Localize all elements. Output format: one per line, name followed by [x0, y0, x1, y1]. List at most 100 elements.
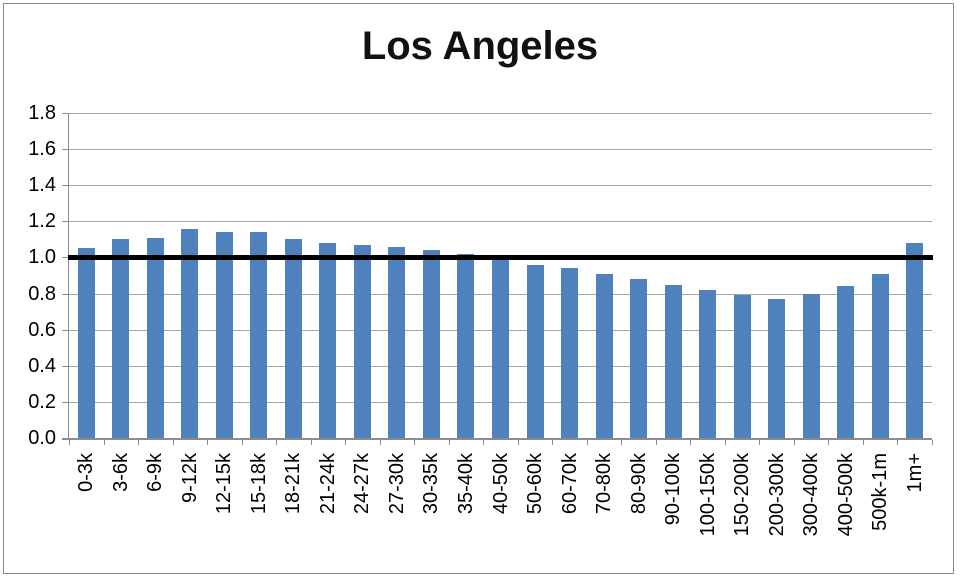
x-axis-label: 1m+	[904, 453, 926, 493]
bar	[768, 299, 785, 438]
bar	[492, 259, 509, 438]
x-axis-label: 80-90k	[628, 453, 650, 515]
x-axis-tick	[345, 440, 346, 445]
y-axis-label: 1.4	[28, 174, 56, 196]
x-axis-label: 27-30k	[386, 453, 408, 515]
y-axis-label: 1.8	[28, 102, 56, 124]
gridline	[69, 149, 932, 150]
x-axis-label: 200-300k	[766, 453, 788, 537]
bar	[250, 232, 267, 438]
y-axis-label: 0.2	[28, 391, 56, 413]
gridline	[69, 185, 932, 186]
x-axis-tick	[828, 440, 829, 445]
y-axis-tick	[62, 330, 69, 331]
x-axis-tick	[759, 440, 760, 445]
x-axis-label: 70-80k	[593, 453, 615, 515]
x-axis-tick	[621, 440, 622, 445]
chart-title: Los Angeles	[361, 24, 599, 68]
y-axis-tick	[62, 221, 69, 222]
bar	[354, 245, 371, 438]
y-axis-label: 0.4	[28, 355, 56, 377]
bar	[630, 279, 647, 438]
x-axis-tick	[311, 440, 312, 445]
y-axis-tick	[62, 113, 69, 114]
x-axis-label: 300-400k	[800, 453, 822, 537]
x-axis-label: 35-40k	[455, 453, 477, 515]
y-axis-tick	[62, 257, 69, 258]
y-axis-line	[68, 113, 69, 439]
y-axis-label: 1.2	[28, 210, 56, 232]
bar	[665, 285, 682, 438]
x-axis-label: 12-15k	[213, 453, 235, 515]
x-axis-line	[62, 438, 932, 440]
x-axis-label: 6-9k	[144, 453, 166, 492]
bar	[561, 268, 578, 438]
x-axis-tick	[656, 440, 657, 445]
x-axis-tick	[587, 440, 588, 445]
x-axis-label: 15-18k	[248, 453, 270, 515]
x-axis-label: 150-200k	[731, 453, 753, 537]
x-axis-tick	[483, 440, 484, 445]
bar	[734, 295, 751, 438]
x-axis-label: 9-12k	[179, 453, 201, 504]
x-axis-tick	[794, 440, 795, 445]
y-axis-label: 0.8	[28, 283, 56, 305]
gridline	[69, 113, 932, 114]
x-axis-tick	[863, 440, 864, 445]
y-axis-tick	[62, 294, 69, 295]
y-axis-label: 0.6	[28, 319, 56, 341]
x-axis-label: 21-24k	[317, 453, 339, 515]
bar	[596, 274, 613, 438]
x-axis-label: 18-21k	[282, 453, 304, 515]
x-axis-tick	[104, 440, 105, 445]
x-axis-label: 400-500k	[835, 453, 857, 537]
bar	[388, 247, 405, 438]
x-axis-tick	[932, 440, 933, 445]
x-axis-label: 60-70k	[559, 453, 581, 515]
y-axis-label: 1.6	[28, 138, 56, 160]
bar	[457, 254, 474, 438]
x-axis-label: 100-150k	[697, 453, 719, 537]
bar	[527, 265, 544, 438]
bar	[78, 248, 95, 438]
x-axis-tick	[449, 440, 450, 445]
x-axis-label: 3-6k	[110, 453, 132, 492]
x-axis-label: 90-100k	[662, 453, 684, 526]
x-axis-tick	[242, 440, 243, 445]
bar	[147, 238, 164, 438]
y-axis-tick	[62, 185, 69, 186]
chart-area-border	[3, 3, 954, 574]
x-axis-label: 50-60k	[524, 453, 546, 515]
x-axis-label: 24-27k	[351, 453, 373, 515]
y-axis-label: 1.0	[28, 246, 56, 268]
y-axis-label: 0.0	[28, 427, 56, 449]
x-axis-tick	[380, 440, 381, 445]
x-axis-label: 0-3k	[75, 453, 97, 492]
bar	[872, 274, 889, 438]
y-axis-tick	[62, 149, 69, 150]
gridline	[69, 221, 932, 222]
bar	[803, 294, 820, 438]
x-axis-tick	[138, 440, 139, 445]
bar	[319, 243, 336, 438]
x-axis-tick	[552, 440, 553, 445]
x-axis-tick	[518, 440, 519, 445]
x-axis-tick	[725, 440, 726, 445]
x-axis-tick	[69, 440, 70, 445]
x-axis-tick	[414, 440, 415, 445]
bar	[423, 250, 440, 438]
y-axis-tick	[62, 366, 69, 367]
bar	[181, 229, 198, 438]
x-axis-label: 30-35k	[420, 453, 442, 515]
x-axis-tick	[897, 440, 898, 445]
reference-line	[68, 255, 933, 260]
x-axis-tick	[276, 440, 277, 445]
bar	[837, 286, 854, 438]
x-axis-label: 500k-1m	[869, 453, 891, 531]
x-axis-tick	[690, 440, 691, 445]
bar	[285, 239, 302, 438]
bar	[112, 239, 129, 438]
x-axis-tick	[173, 440, 174, 445]
